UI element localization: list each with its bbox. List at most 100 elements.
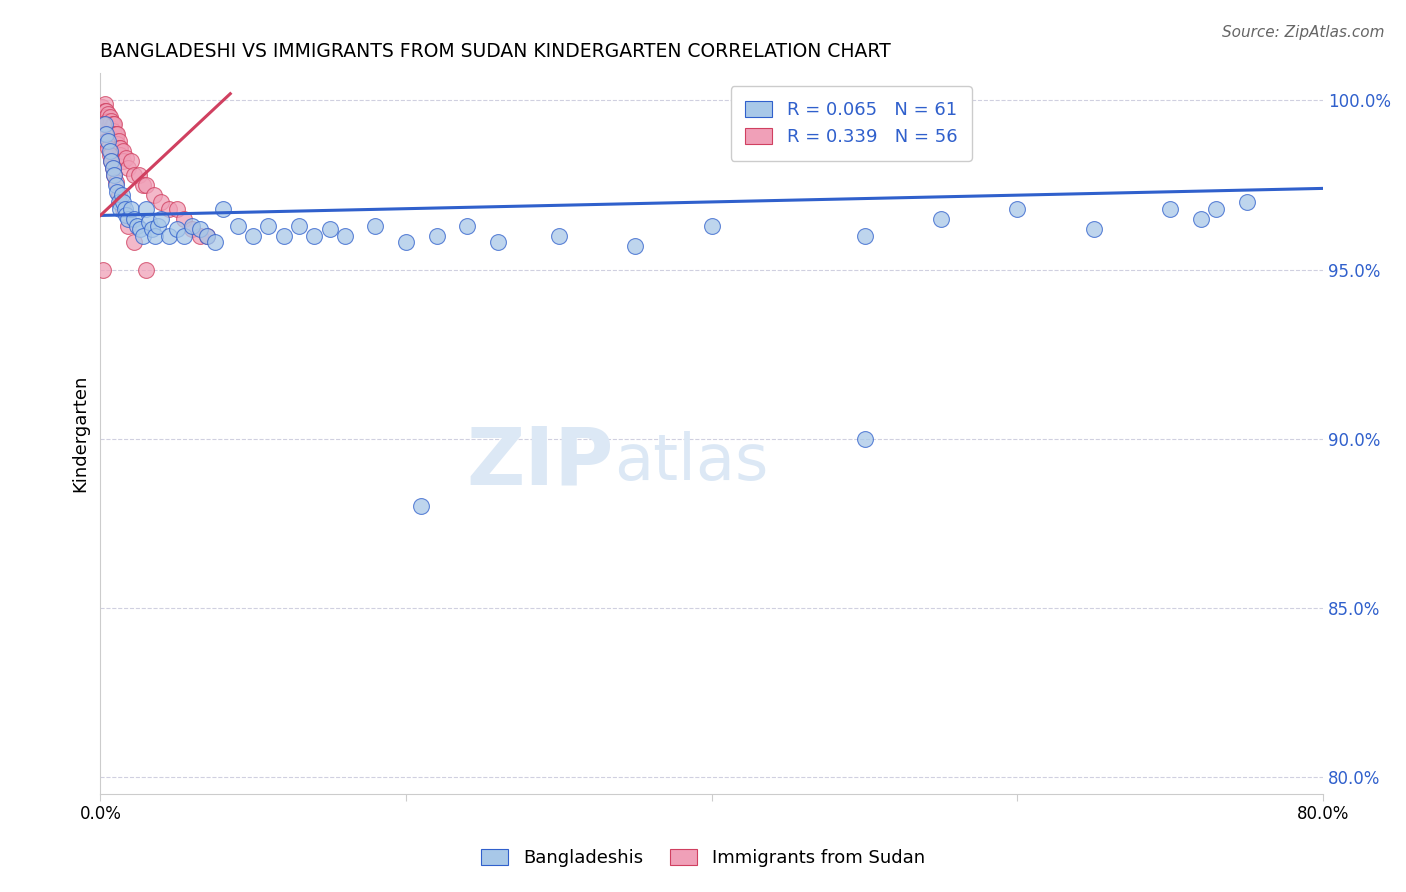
Point: [1205, 202, 1227, 216]
Point: [96, 111, 118, 125]
Point: [96, 128, 118, 142]
Point: [456, 219, 478, 233]
Point: [128, 168, 150, 182]
Point: [135, 262, 157, 277]
Point: [93, 262, 115, 277]
Point: [195, 228, 218, 243]
Point: [157, 228, 180, 243]
Point: [97, 107, 120, 121]
Point: [426, 228, 449, 243]
Point: [117, 211, 139, 226]
Point: [145, 228, 167, 243]
Point: [101, 161, 124, 175]
Point: [117, 219, 139, 233]
Point: [1007, 202, 1029, 216]
Point: [115, 209, 138, 223]
Point: [242, 228, 264, 243]
Point: [97, 141, 120, 155]
Point: [101, 124, 124, 138]
Point: [103, 117, 125, 131]
Point: [157, 202, 180, 216]
Point: [105, 128, 128, 142]
Point: [195, 228, 218, 243]
Point: [364, 219, 387, 233]
Point: [103, 168, 125, 182]
Point: [181, 219, 204, 233]
Point: [138, 215, 160, 229]
Point: [1189, 211, 1212, 226]
Point: [111, 188, 134, 202]
Point: [107, 188, 129, 202]
Point: [104, 134, 127, 148]
Point: [166, 222, 188, 236]
Point: [333, 228, 356, 243]
Point: [304, 228, 326, 243]
Point: [129, 222, 152, 236]
Point: [132, 178, 155, 192]
Point: [98, 111, 121, 125]
Point: [135, 202, 157, 216]
Legend: R = 0.065   N = 61, R = 0.339   N = 56: R = 0.065 N = 61, R = 0.339 N = 56: [731, 86, 972, 161]
Point: [115, 151, 138, 165]
Point: [411, 500, 433, 514]
Point: [173, 228, 195, 243]
Point: [188, 228, 211, 243]
Point: [107, 141, 129, 155]
Point: [288, 219, 311, 233]
Point: [97, 113, 120, 128]
Point: [125, 219, 148, 233]
Point: [122, 235, 145, 250]
Point: [96, 103, 118, 118]
Point: [104, 128, 127, 142]
Point: [166, 202, 188, 216]
Point: [93, 117, 115, 131]
Point: [117, 161, 139, 175]
Point: [120, 154, 142, 169]
Point: [93, 107, 115, 121]
Text: ZIP: ZIP: [467, 424, 614, 501]
Point: [98, 145, 121, 159]
Point: [273, 228, 295, 243]
Point: [204, 235, 226, 250]
Point: [624, 239, 647, 253]
Point: [101, 117, 124, 131]
Point: [100, 154, 122, 169]
Point: [94, 117, 117, 131]
Point: [104, 178, 127, 192]
Point: [105, 185, 128, 199]
Text: BANGLADESHI VS IMMIGRANTS FROM SUDAN KINDERGARTEN CORRELATION CHART: BANGLADESHI VS IMMIGRANTS FROM SUDAN KIN…: [100, 42, 891, 61]
Point: [120, 202, 142, 216]
Point: [107, 134, 129, 148]
Point: [103, 128, 125, 142]
Point: [112, 194, 135, 209]
Point: [173, 211, 195, 226]
Point: [141, 222, 163, 236]
Point: [929, 211, 952, 226]
Point: [486, 235, 509, 250]
Point: [700, 219, 723, 233]
Point: [94, 103, 117, 118]
Point: [96, 134, 118, 148]
Point: [110, 141, 132, 155]
Point: [1159, 202, 1181, 216]
Point: [100, 154, 122, 169]
Y-axis label: Kindergarten: Kindergarten: [72, 375, 89, 492]
Text: atlas: atlas: [614, 432, 768, 493]
Point: [98, 117, 121, 131]
Point: [104, 175, 127, 189]
Point: [211, 202, 233, 216]
Point: [150, 194, 173, 209]
Point: [110, 147, 132, 161]
Point: [105, 137, 128, 152]
Point: [548, 228, 571, 243]
Point: [150, 211, 173, 226]
Point: [100, 120, 122, 135]
Point: [181, 222, 204, 236]
Text: Source: ZipAtlas.com: Source: ZipAtlas.com: [1222, 25, 1385, 40]
Point: [135, 178, 157, 192]
Point: [148, 219, 170, 233]
Legend: Bangladeshis, Immigrants from Sudan: Bangladeshis, Immigrants from Sudan: [474, 841, 932, 874]
Point: [257, 219, 280, 233]
Point: [226, 219, 249, 233]
Point: [114, 202, 136, 216]
